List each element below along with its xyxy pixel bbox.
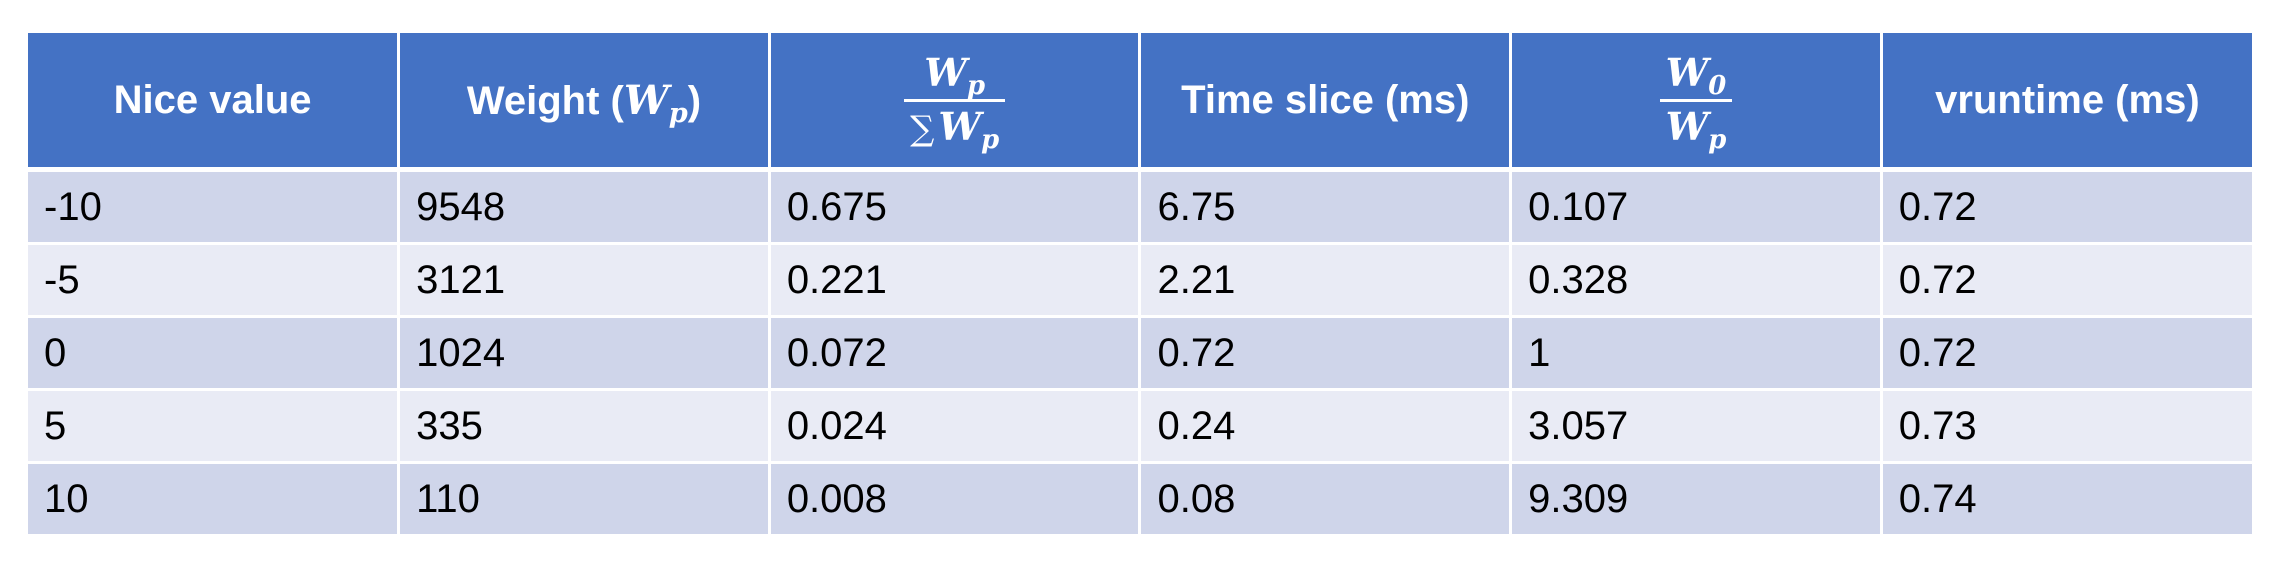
cell-weight: 110 [397, 461, 771, 537]
inverse-numerator-symbol: W [1665, 49, 1709, 95]
cell-inverse-weight: 0.107 [1509, 168, 1883, 245]
ratio-numerator-symbol: W [924, 49, 967, 95]
header-weight: Weight (Wp) [397, 33, 771, 172]
cell-time-slice: 0.08 [1138, 461, 1513, 537]
cell-time-slice: 6.75 [1138, 168, 1513, 245]
ratio-numerator-subscript: p [966, 70, 986, 101]
cell-nice-value: 5 [28, 388, 401, 464]
cell-vruntime: 0.72 [1879, 315, 2252, 391]
ratio-denominator-subscript: p [981, 124, 1000, 155]
cell-vruntime: 0.72 [1879, 168, 2252, 245]
table-row: -10 9548 0.675 6.75 0.107 0.72 [28, 168, 2252, 245]
inverse-weight-fraction: W0 Wp [1659, 53, 1733, 153]
header-nice-value-label: Nice value [113, 77, 312, 122]
table-row: 5 335 0.024 0.24 3.057 0.73 [28, 388, 2252, 464]
cell-nice-value: -10 [28, 168, 401, 245]
cell-inverse-weight: 3.057 [1509, 388, 1883, 464]
table-row: 10 110 0.008 0.08 9.309 0.74 [28, 461, 2252, 537]
cell-weight-ratio: 0.008 [767, 461, 1142, 537]
sum-sigma-symbol: ∑ [910, 108, 935, 149]
header-weight-subscript: p [668, 97, 688, 130]
weight-ratio-fraction: Wp ∑ Wp [904, 53, 1006, 153]
header-time-slice: Time slice (ms) [1138, 33, 1513, 172]
cell-weight-ratio: 0.221 [767, 242, 1142, 318]
table-body: -10 9548 0.675 6.75 0.107 0.72 -5 3121 0… [28, 168, 2252, 537]
header-weight-symbol: W [623, 76, 669, 124]
cell-nice-value: 0 [28, 315, 401, 391]
cell-time-slice: 0.72 [1138, 315, 1513, 391]
ratio-denominator-symbol: W [938, 103, 982, 149]
cell-inverse-weight: 9.309 [1509, 461, 1883, 537]
cell-weight-ratio: 0.024 [767, 388, 1142, 464]
cell-weight: 9548 [397, 168, 771, 245]
header-vruntime: vruntime (ms) [1879, 33, 2252, 172]
scheduler-table-container: Nice value Weight (Wp) Wp ∑ Wp [28, 33, 2252, 537]
header-row: Nice value Weight (Wp) Wp ∑ Wp [28, 33, 2252, 172]
inverse-numerator-subscript: 0 [1708, 70, 1727, 101]
cell-vruntime: 0.74 [1879, 461, 2252, 537]
cell-vruntime: 0.72 [1879, 242, 2252, 318]
cell-weight-ratio: 0.072 [767, 315, 1142, 391]
cell-vruntime: 0.73 [1879, 388, 2252, 464]
header-nice-value: Nice value [28, 33, 401, 172]
inverse-denominator-symbol: W [1665, 103, 1709, 149]
cell-nice-value: -5 [28, 242, 401, 318]
cfs-weights-table: Nice value Weight (Wp) Wp ∑ Wp [28, 33, 2252, 537]
header-vruntime-label: vruntime (ms) [1935, 77, 2200, 122]
header-weight-label: Weight [466, 78, 600, 123]
cell-weight: 1024 [397, 315, 771, 391]
inverse-fraction-bar [1659, 98, 1733, 102]
inverse-denominator-subscript: p [1708, 124, 1727, 155]
cell-weight: 3121 [397, 242, 771, 318]
cell-inverse-weight: 1 [1509, 315, 1883, 391]
header-weight-ratio: Wp ∑ Wp [767, 33, 1142, 172]
header-inverse-weight: W0 Wp [1509, 33, 1883, 172]
ratio-fraction-bar [904, 98, 1006, 102]
cell-time-slice: 2.21 [1138, 242, 1513, 318]
table-header: Nice value Weight (Wp) Wp ∑ Wp [28, 33, 2252, 172]
header-time-slice-label: Time slice (ms) [1181, 77, 1470, 122]
table-row: 0 1024 0.072 0.72 1 0.72 [28, 315, 2252, 391]
cell-time-slice: 0.24 [1138, 388, 1513, 464]
cell-inverse-weight: 0.328 [1509, 242, 1883, 318]
table-row: -5 3121 0.221 2.21 0.328 0.72 [28, 242, 2252, 318]
cell-weight-ratio: 0.675 [767, 168, 1142, 245]
cell-nice-value: 10 [28, 461, 401, 537]
cell-weight: 335 [397, 388, 771, 464]
